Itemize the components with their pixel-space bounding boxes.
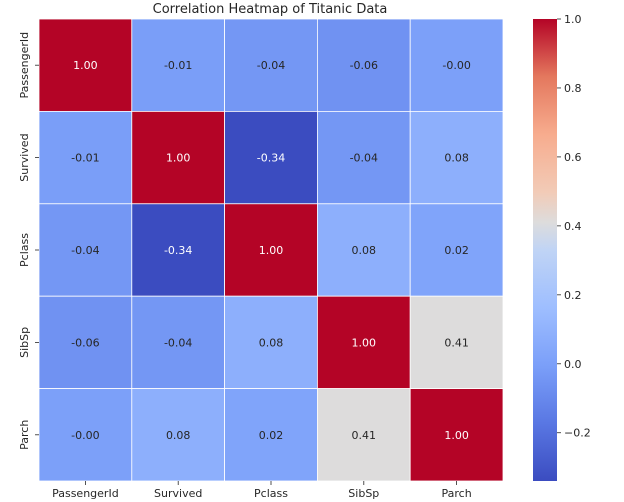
x-tick-label: PassengerId <box>52 487 119 500</box>
heatmap-cell <box>409 388 504 482</box>
colorbar-tick-label: −0.2 <box>564 427 591 440</box>
cell-value-label: -0.34 <box>164 244 192 257</box>
colorbar-tick-label: 1.0 <box>564 13 582 26</box>
cell-value-label: 1.00 <box>73 59 98 72</box>
colorbar-tick-label: 0.8 <box>564 82 582 95</box>
cell-value-label: 1.00 <box>166 152 191 165</box>
cell-value-label: 0.08 <box>444 152 469 165</box>
cell-value-label: 1.00 <box>444 429 469 442</box>
cell-value-label: -0.04 <box>71 244 99 257</box>
cell-value-label: 0.02 <box>444 244 469 257</box>
cell-value-label: -0.01 <box>164 59 192 72</box>
cell-value-label: -0.00 <box>71 429 99 442</box>
x-axis: PassengerId Survived Pclass SibSp Parch <box>52 481 472 500</box>
cell-value-label: -0.06 <box>350 59 378 72</box>
cell-value-label: -0.04 <box>350 152 378 165</box>
cell-value-label: 0.08 <box>166 429 191 442</box>
heatmap-cell <box>131 295 226 390</box>
colorbar-tick-label: 0.0 <box>564 358 582 371</box>
cell-value-label: 1.00 <box>259 244 284 257</box>
cell-value-label: -0.34 <box>257 152 285 165</box>
cell-value-label: -0.04 <box>257 59 285 72</box>
heatmap-cell <box>409 203 504 297</box>
x-tick-label: Survived <box>154 487 202 500</box>
colorbar-gradient <box>533 19 557 481</box>
x-tick-label: SibSp <box>348 487 379 500</box>
cell-value-label: 0.02 <box>259 429 284 442</box>
heatmap-cell <box>224 111 318 205</box>
chart-title: Correlation Heatmap of Titanic Data <box>153 2 388 17</box>
heatmap-cell <box>316 18 411 112</box>
x-tick-label: Parch <box>442 487 472 500</box>
heatmap-cell <box>409 295 504 390</box>
y-tick-label: SibSp <box>18 327 31 358</box>
colorbar-tick-label: 0.6 <box>564 151 582 164</box>
colorbar: −0.2 0.0 0.2 0.4 0.6 0.8 1.0 <box>533 13 591 481</box>
heatmap-cell <box>38 388 133 482</box>
y-tick-label: PassengerId <box>18 32 31 99</box>
cell-value-label: -0.00 <box>442 59 470 72</box>
heatmap-cell <box>38 111 133 205</box>
heatmap-cell <box>131 18 226 112</box>
heatmap-cell <box>409 111 504 205</box>
heatmap-cells: 1.00 -0.01 -0.04 -0.06 -0.00 -0.01 1.00 -0.34 -0… <box>38 18 504 482</box>
cell-value-label: -0.01 <box>71 152 99 165</box>
heatmap-cell <box>131 388 226 482</box>
cell-value-label: 0.08 <box>352 244 377 257</box>
y-tick-label: Survived <box>18 133 31 181</box>
y-axis: PassengerId Survived Pclass SibSp Parch <box>18 32 39 450</box>
x-tick-label: Pclass <box>254 487 288 500</box>
cell-value-label: 0.08 <box>259 336 284 349</box>
heatmap-cell <box>316 203 411 297</box>
heatmap-cell <box>409 18 504 112</box>
heatmap-cell <box>131 203 226 297</box>
heatmap-cell <box>316 295 411 390</box>
cell-value-label: -0.06 <box>71 336 99 349</box>
cell-value-label: 0.41 <box>444 336 469 349</box>
heatmap-cell <box>224 203 318 297</box>
heatmap-cell <box>224 18 318 112</box>
y-tick-label: Parch <box>18 420 31 450</box>
cell-value-label: 0.41 <box>352 429 377 442</box>
cell-value-label: 1.00 <box>352 336 377 349</box>
colorbar-tick-label: 0.2 <box>564 289 582 302</box>
heatmap-cell <box>38 18 133 112</box>
heatmap-cell <box>224 295 318 390</box>
cell-value-label: -0.04 <box>164 336 192 349</box>
colorbar-tick-label: 0.4 <box>564 220 582 233</box>
heatmap-cell <box>224 388 318 482</box>
y-tick-label: Pclass <box>18 233 31 267</box>
